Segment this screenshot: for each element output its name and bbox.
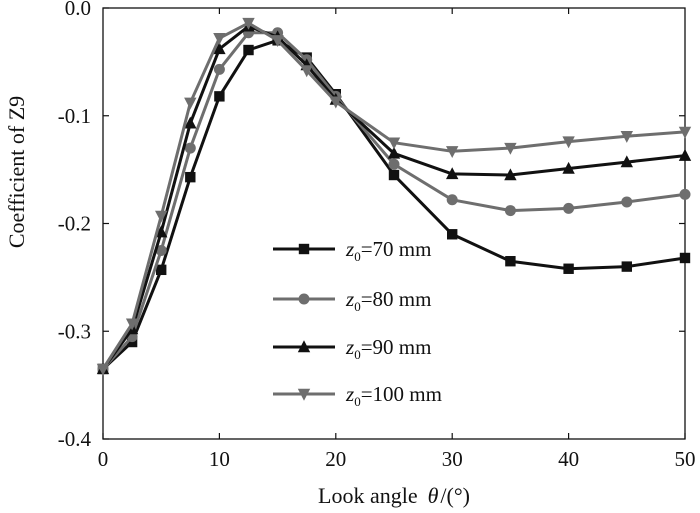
y-axis: 0.0 -0.1 -0.2 -0.3 -0.4 [58,0,685,451]
x-axis-unit: /(°) [440,483,470,508]
data-point-marker [96,363,110,376]
legend-subscript: 0 [354,347,361,362]
data-point-marker [621,196,633,208]
legend-marker [297,340,311,353]
data-point-marker [271,35,284,48]
legend-item: z0=70 mm [273,237,431,264]
data-point-marker [563,202,575,214]
legend-subscript: 0 [354,249,361,264]
data-point-marker [156,264,167,276]
legend-label: z0=90 mm [345,335,431,362]
series-line [101,31,686,370]
data-point-marker [213,63,225,75]
data-point-marker [125,318,139,331]
legend-item: z0=90 mm [273,335,431,362]
data-point-marker [447,229,458,240]
legend-label: z0=70 mm [345,237,431,264]
x-tick-label: 0 [98,447,109,471]
data-point-marker [504,142,517,155]
data-point-marker [214,91,225,102]
data-point-marker [387,146,401,159]
legend-variable: z [345,335,354,359]
data-point-marker [504,168,517,181]
legend-value: =90 mm [361,335,432,359]
data-point-marker [185,171,196,183]
data-point-marker [213,32,226,45]
data-point-marker [329,96,342,109]
data-point-marker [446,167,459,180]
data-point-marker [387,137,401,150]
data-point-marker [678,148,692,161]
legend-subscript: 0 [354,299,361,314]
y-tick-label: -0.4 [58,427,92,451]
data-point-marker [184,142,196,154]
data-point-marker [562,136,575,149]
data-point-marker [621,261,632,272]
legend-variable: z [345,287,354,311]
data-point-marker [446,146,459,159]
series-2 [97,27,691,375]
y-axis-title: Coefficient of Z9 [4,96,29,248]
series-line [101,24,686,370]
legend-value: =100 mm [361,382,442,406]
data-point-marker [620,155,633,168]
x-tick-label: 50 [675,447,696,471]
data-point-marker [243,44,254,56]
data-point-marker [504,205,516,217]
y-tick-label: -0.3 [58,319,91,343]
data-point-marker [679,252,691,264]
legend-marker [298,243,310,255]
x-axis-title: Look angle θ/(°) [318,483,470,508]
data-point-marker [300,65,313,78]
data-point-marker [505,256,516,267]
series-line [101,21,686,370]
legend-marker [298,293,310,305]
legend-variable: z [345,382,354,406]
data-point-marker [155,225,168,238]
data-point-marker [388,169,400,181]
data-point-marker [184,97,197,110]
legend-label: z0=80 mm [345,287,431,314]
x-tick-label: 30 [442,447,463,471]
x-tick-label: 10 [209,447,230,471]
plot-area-frame [102,7,686,440]
legend-item: z0=80 mm [273,287,431,314]
y-tick-label: -0.1 [58,104,91,128]
x-axis-symbol: θ [428,483,439,508]
data-point-marker [242,17,255,30]
x-tick-label: 40 [558,447,579,471]
legend-item: z0=100 mm [273,382,442,409]
legend-variable: z [345,237,354,261]
series-layer [96,17,692,376]
series-4 [96,17,692,376]
legend-value: =80 mm [361,287,432,311]
data-point-marker [155,244,167,256]
data-point-marker [678,126,692,139]
data-point-marker [620,131,633,143]
data-point-marker [446,194,458,206]
data-point-marker [388,158,400,170]
y-tick-label: 0.0 [65,0,91,20]
legend-subscript: 0 [354,394,361,409]
legend-marker [297,388,311,401]
data-point-marker [155,210,168,223]
data-point-marker [184,116,197,129]
x-axis-label: Look angle [318,483,418,508]
y-tick-label: -0.2 [58,212,91,236]
data-point-marker [563,263,574,274]
x-axis: 0 10 20 30 40 50 [98,8,696,471]
data-point-marker [213,42,226,55]
series-3 [96,19,692,375]
legend-label: z0=100 mm [345,382,442,409]
x-tick-label: 20 [325,447,346,471]
data-point-marker [679,188,691,200]
legend-value: =70 mm [361,237,432,261]
data-point-marker [562,161,575,174]
